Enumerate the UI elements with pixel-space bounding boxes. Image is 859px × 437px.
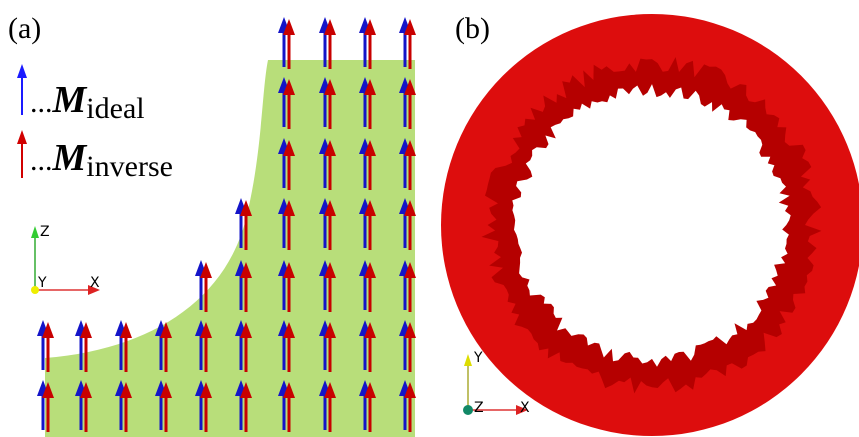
panel-label: (b) [455,12,490,45]
axis-label: Y [37,275,47,291]
axis-label: Z [40,224,50,240]
axis-label: Y [473,350,483,366]
legend-subscript: inverse [86,150,173,183]
figure: (a) ...Mideal ...Minverse Z Y X (b) Y Z … [0,0,859,437]
legend-symbol: M [52,137,88,179]
axis-depth [463,405,473,415]
legend-symbol: M [52,79,88,121]
axis-label: X [520,400,530,416]
legend-subscript: ideal [86,92,144,125]
legend-prefix: ... [30,144,53,177]
axis-label: Z [474,400,484,416]
axis-label: X [90,275,100,291]
panel-label: (a) [8,12,41,45]
legend-prefix: ... [30,86,53,119]
